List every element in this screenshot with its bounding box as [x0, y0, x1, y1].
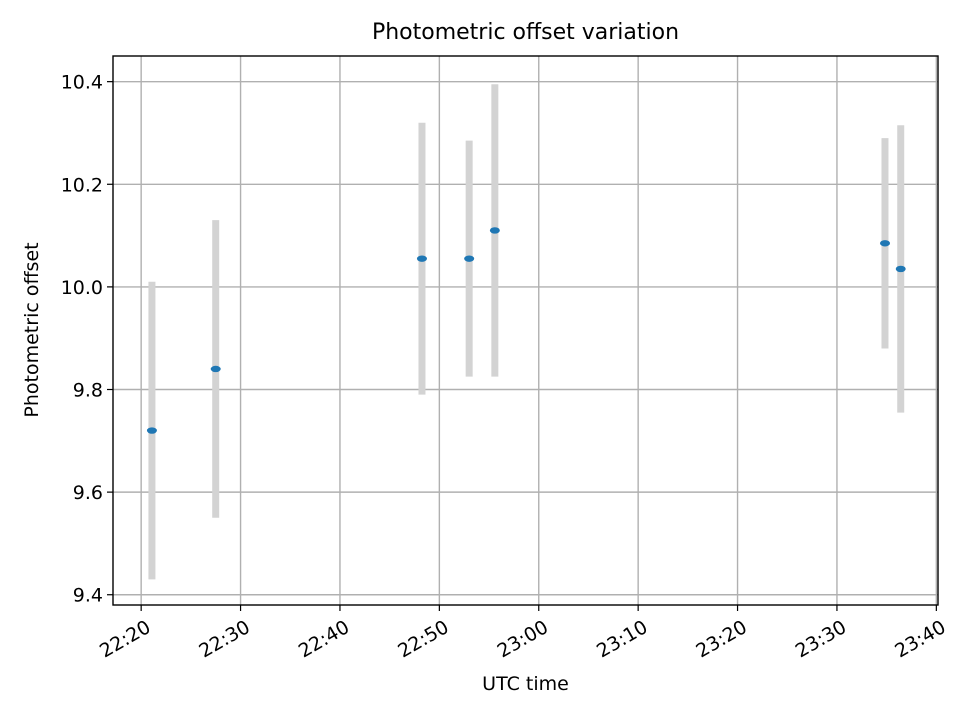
data-point	[416, 255, 427, 262]
y-tick-label: 10.2	[61, 174, 103, 196]
y-tick-label: 10.4	[61, 72, 103, 94]
x-tick-label: 22:30	[195, 616, 253, 662]
y-tick-label: 9.4	[73, 585, 103, 607]
y-tick-label: 9.6	[73, 482, 103, 504]
x-tick-label: 22:40	[295, 616, 353, 662]
x-tick-label: 23:30	[792, 616, 850, 662]
x-tick-label: 23:40	[891, 616, 949, 662]
x-axis-label: UTC time	[482, 673, 569, 695]
data-point	[895, 265, 906, 273]
x-tick-label: 23:10	[593, 616, 651, 662]
data-point	[879, 240, 890, 247]
y-tick-label: 9.8	[73, 380, 103, 402]
data-point	[489, 227, 500, 234]
x-tick-label: 23:00	[494, 616, 552, 662]
chart-title: Photometric offset variation	[371, 20, 680, 45]
data-point	[464, 255, 475, 262]
x-tick-label: 22:20	[96, 616, 154, 662]
x-tick-label: 22:50	[394, 616, 452, 662]
data-point	[210, 365, 221, 373]
y-tick-label: 10.0	[61, 277, 103, 299]
x-tick-label: 23:20	[692, 616, 750, 662]
axes-frame	[112, 55, 939, 606]
data-point	[146, 427, 157, 434]
